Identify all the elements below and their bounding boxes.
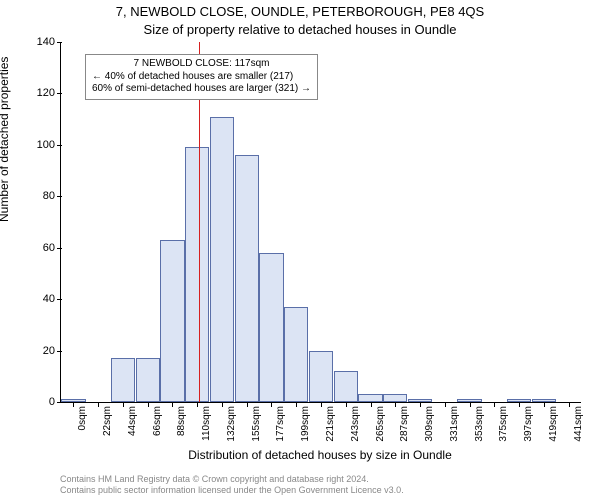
y-tick: 0 (49, 396, 61, 408)
x-tick-mark (420, 402, 421, 407)
y-axis-label: Number of detached properties (0, 57, 11, 222)
y-tick: 40 (43, 293, 61, 305)
histogram-bar (383, 394, 407, 402)
x-tick: 353sqm (474, 402, 485, 442)
footer-line2: Contains public sector information licen… (60, 485, 580, 496)
x-tick-mark (321, 402, 322, 407)
x-tick: 0sqm (77, 402, 88, 430)
x-axis-label: Distribution of detached houses by size … (60, 448, 580, 462)
x-tick-mark (445, 402, 446, 407)
x-tick: 221sqm (325, 402, 336, 442)
x-tick-mark (148, 402, 149, 407)
x-tick-mark (371, 402, 372, 407)
y-tick: 20 (43, 345, 61, 357)
x-tick: 132sqm (226, 402, 237, 442)
x-tick-mark (296, 402, 297, 407)
chart-title-subtitle: Size of property relative to detached ho… (0, 22, 600, 37)
footer-attribution: Contains HM Land Registry data © Crown c… (60, 474, 580, 496)
x-tick: 265sqm (375, 402, 386, 442)
y-tick: 140 (37, 36, 61, 48)
annotation-line3: 60% of semi-detached houses are larger (… (92, 83, 311, 96)
x-tick: 110sqm (201, 402, 212, 441)
x-tick: 309sqm (424, 402, 435, 442)
x-tick: 177sqm (275, 402, 286, 442)
y-tick: 120 (37, 87, 61, 99)
annotation-line2: ← 40% of detached houses are smaller (21… (92, 71, 311, 84)
annotation-line1: 7 NEWBOLD CLOSE: 117sqm (92, 58, 311, 71)
x-tick-mark (470, 402, 471, 407)
x-tick-mark (271, 402, 272, 407)
x-tick: 88sqm (176, 402, 187, 436)
x-tick: 375sqm (498, 402, 509, 442)
x-tick-mark (172, 402, 173, 407)
y-tick: 80 (43, 190, 61, 202)
x-tick: 22sqm (102, 402, 113, 436)
footer-line1: Contains HM Land Registry data © Crown c… (60, 474, 580, 485)
x-tick-mark (123, 402, 124, 407)
x-tick: 441sqm (573, 402, 584, 442)
x-tick: 397sqm (523, 402, 534, 442)
x-tick: 419sqm (548, 402, 559, 442)
x-tick: 66sqm (152, 402, 163, 436)
y-tick: 60 (43, 242, 61, 254)
x-tick-mark (346, 402, 347, 407)
annotation-box: 7 NEWBOLD CLOSE: 117sqm ← 40% of detache… (85, 54, 318, 100)
x-tick: 287sqm (399, 402, 410, 442)
x-tick-mark (494, 402, 495, 407)
x-tick: 243sqm (350, 402, 361, 442)
x-tick-mark (247, 402, 248, 407)
x-tick: 44sqm (127, 402, 138, 436)
histogram-bar (259, 253, 283, 402)
x-tick-mark (544, 402, 545, 407)
x-tick: 199sqm (300, 402, 311, 442)
histogram-bar (111, 358, 135, 402)
histogram-bar (185, 147, 209, 402)
histogram-bar (235, 155, 259, 402)
y-tick: 100 (37, 139, 61, 151)
x-tick: 331sqm (449, 402, 460, 442)
x-tick-mark (98, 402, 99, 407)
histogram-bar (160, 240, 184, 402)
x-tick-mark (197, 402, 198, 407)
histogram-bar (284, 307, 308, 402)
plot-area: 0204060801001201400sqm22sqm44sqm66sqm88s… (60, 42, 581, 403)
histogram-bar (334, 371, 358, 402)
histogram-bar (358, 394, 382, 402)
chart-title-address: 7, NEWBOLD CLOSE, OUNDLE, PETERBOROUGH, … (0, 4, 600, 19)
histogram-bar (309, 351, 333, 402)
x-tick-mark (519, 402, 520, 407)
x-tick: 155sqm (251, 402, 262, 442)
x-tick-mark (222, 402, 223, 407)
histogram-bar (210, 117, 234, 402)
x-tick-mark (73, 402, 74, 407)
histogram-bar (136, 358, 160, 402)
x-tick-mark (569, 402, 570, 407)
x-tick-mark (395, 402, 396, 407)
